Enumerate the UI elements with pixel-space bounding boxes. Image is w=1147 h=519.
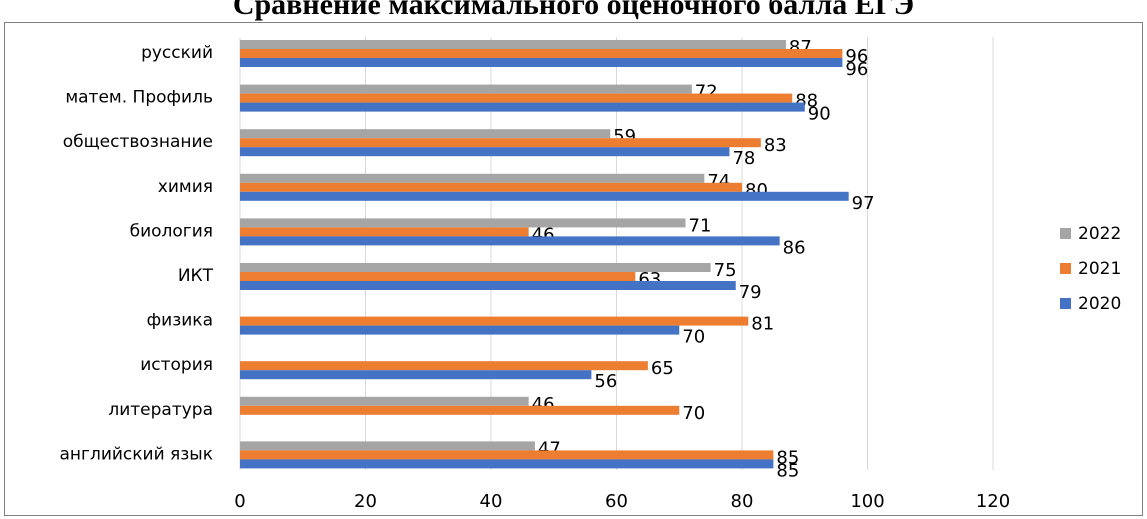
data-label-2020: 96 — [845, 59, 868, 80]
bar-2021 — [240, 227, 529, 237]
y-category-label: биология — [130, 221, 213, 241]
bar-2022 — [240, 40, 786, 49]
bar-2020 — [240, 58, 843, 67]
bar-2022 — [240, 441, 535, 451]
y-category-label: литература — [108, 400, 213, 420]
legend-label: 2021 — [1078, 259, 1121, 279]
data-label-2022: 75 — [714, 260, 737, 281]
chart-title: Сравнение максимального оценочного балла… — [232, 0, 915, 21]
bar-2022 — [240, 263, 711, 272]
data-label-2020: 78 — [732, 148, 755, 169]
y-category-label: русский — [141, 43, 213, 63]
bar-2021 — [240, 361, 648, 371]
legend-label: 2022 — [1078, 224, 1121, 244]
bar-2020 — [240, 191, 849, 201]
x-tick-label: 20 — [354, 491, 377, 512]
data-label-2021: 96 — [845, 46, 868, 67]
bar-2021 — [240, 138, 761, 148]
bar-2021 — [240, 405, 680, 415]
data-label-2021: 85 — [776, 447, 799, 468]
data-label-2020: 56 — [594, 371, 617, 392]
bar-2020 — [240, 459, 774, 469]
data-label-2021: 81 — [751, 314, 774, 335]
bar-2020 — [240, 102, 805, 112]
bar-2021 — [240, 450, 774, 460]
bar-2022 — [240, 173, 705, 183]
data-label-2020: 70 — [682, 327, 705, 348]
bar-2022 — [240, 218, 686, 228]
y-category-label: ИКТ — [178, 266, 214, 286]
data-label-2021: 65 — [651, 358, 674, 379]
bar-2020 — [240, 236, 780, 246]
x-tick-label: 0 — [234, 491, 245, 512]
x-tick-label: 60 — [605, 491, 628, 512]
bar-2021 — [240, 272, 636, 281]
legend-swatch-2021 — [1060, 263, 1071, 274]
bar-2022 — [240, 84, 692, 94]
bar-2020 — [240, 370, 592, 380]
y-category-label: английский язык — [60, 444, 214, 464]
bar-2021 — [240, 93, 793, 103]
data-label-2020: 90 — [808, 104, 831, 125]
y-category-label: матем. Профиль — [65, 88, 213, 108]
data-label-2020: 85 — [776, 460, 799, 481]
chart-frame — [4, 22, 1143, 516]
data-label-2020: 86 — [783, 237, 806, 258]
bar-2021 — [240, 316, 749, 326]
y-category-label: физика — [147, 311, 213, 331]
y-category-label: химия — [158, 177, 213, 197]
x-tick-label: 120 — [976, 491, 1010, 512]
x-tick-label: 80 — [731, 491, 754, 512]
bar-2021 — [240, 49, 843, 58]
data-label-2022: 71 — [689, 215, 712, 236]
data-label-2021: 70 — [682, 403, 705, 424]
bar-2022 — [240, 396, 529, 406]
legend-label: 2020 — [1078, 294, 1121, 314]
bar-2021 — [240, 182, 742, 192]
data-label-2020: 97 — [852, 193, 875, 214]
y-category-label: история — [140, 355, 213, 375]
bar-2020 — [240, 325, 680, 335]
legend-swatch-2020 — [1060, 298, 1071, 309]
bar-2022 — [240, 129, 611, 139]
bar-2020 — [240, 281, 736, 290]
x-tick-label: 40 — [480, 491, 503, 512]
data-label-2021: 83 — [764, 135, 787, 156]
data-label-2020: 79 — [739, 282, 762, 303]
bar-2020 — [240, 147, 730, 157]
x-tick-label: 100 — [850, 491, 884, 512]
legend-swatch-2022 — [1060, 228, 1071, 239]
y-category-label: обществознание — [63, 132, 213, 152]
